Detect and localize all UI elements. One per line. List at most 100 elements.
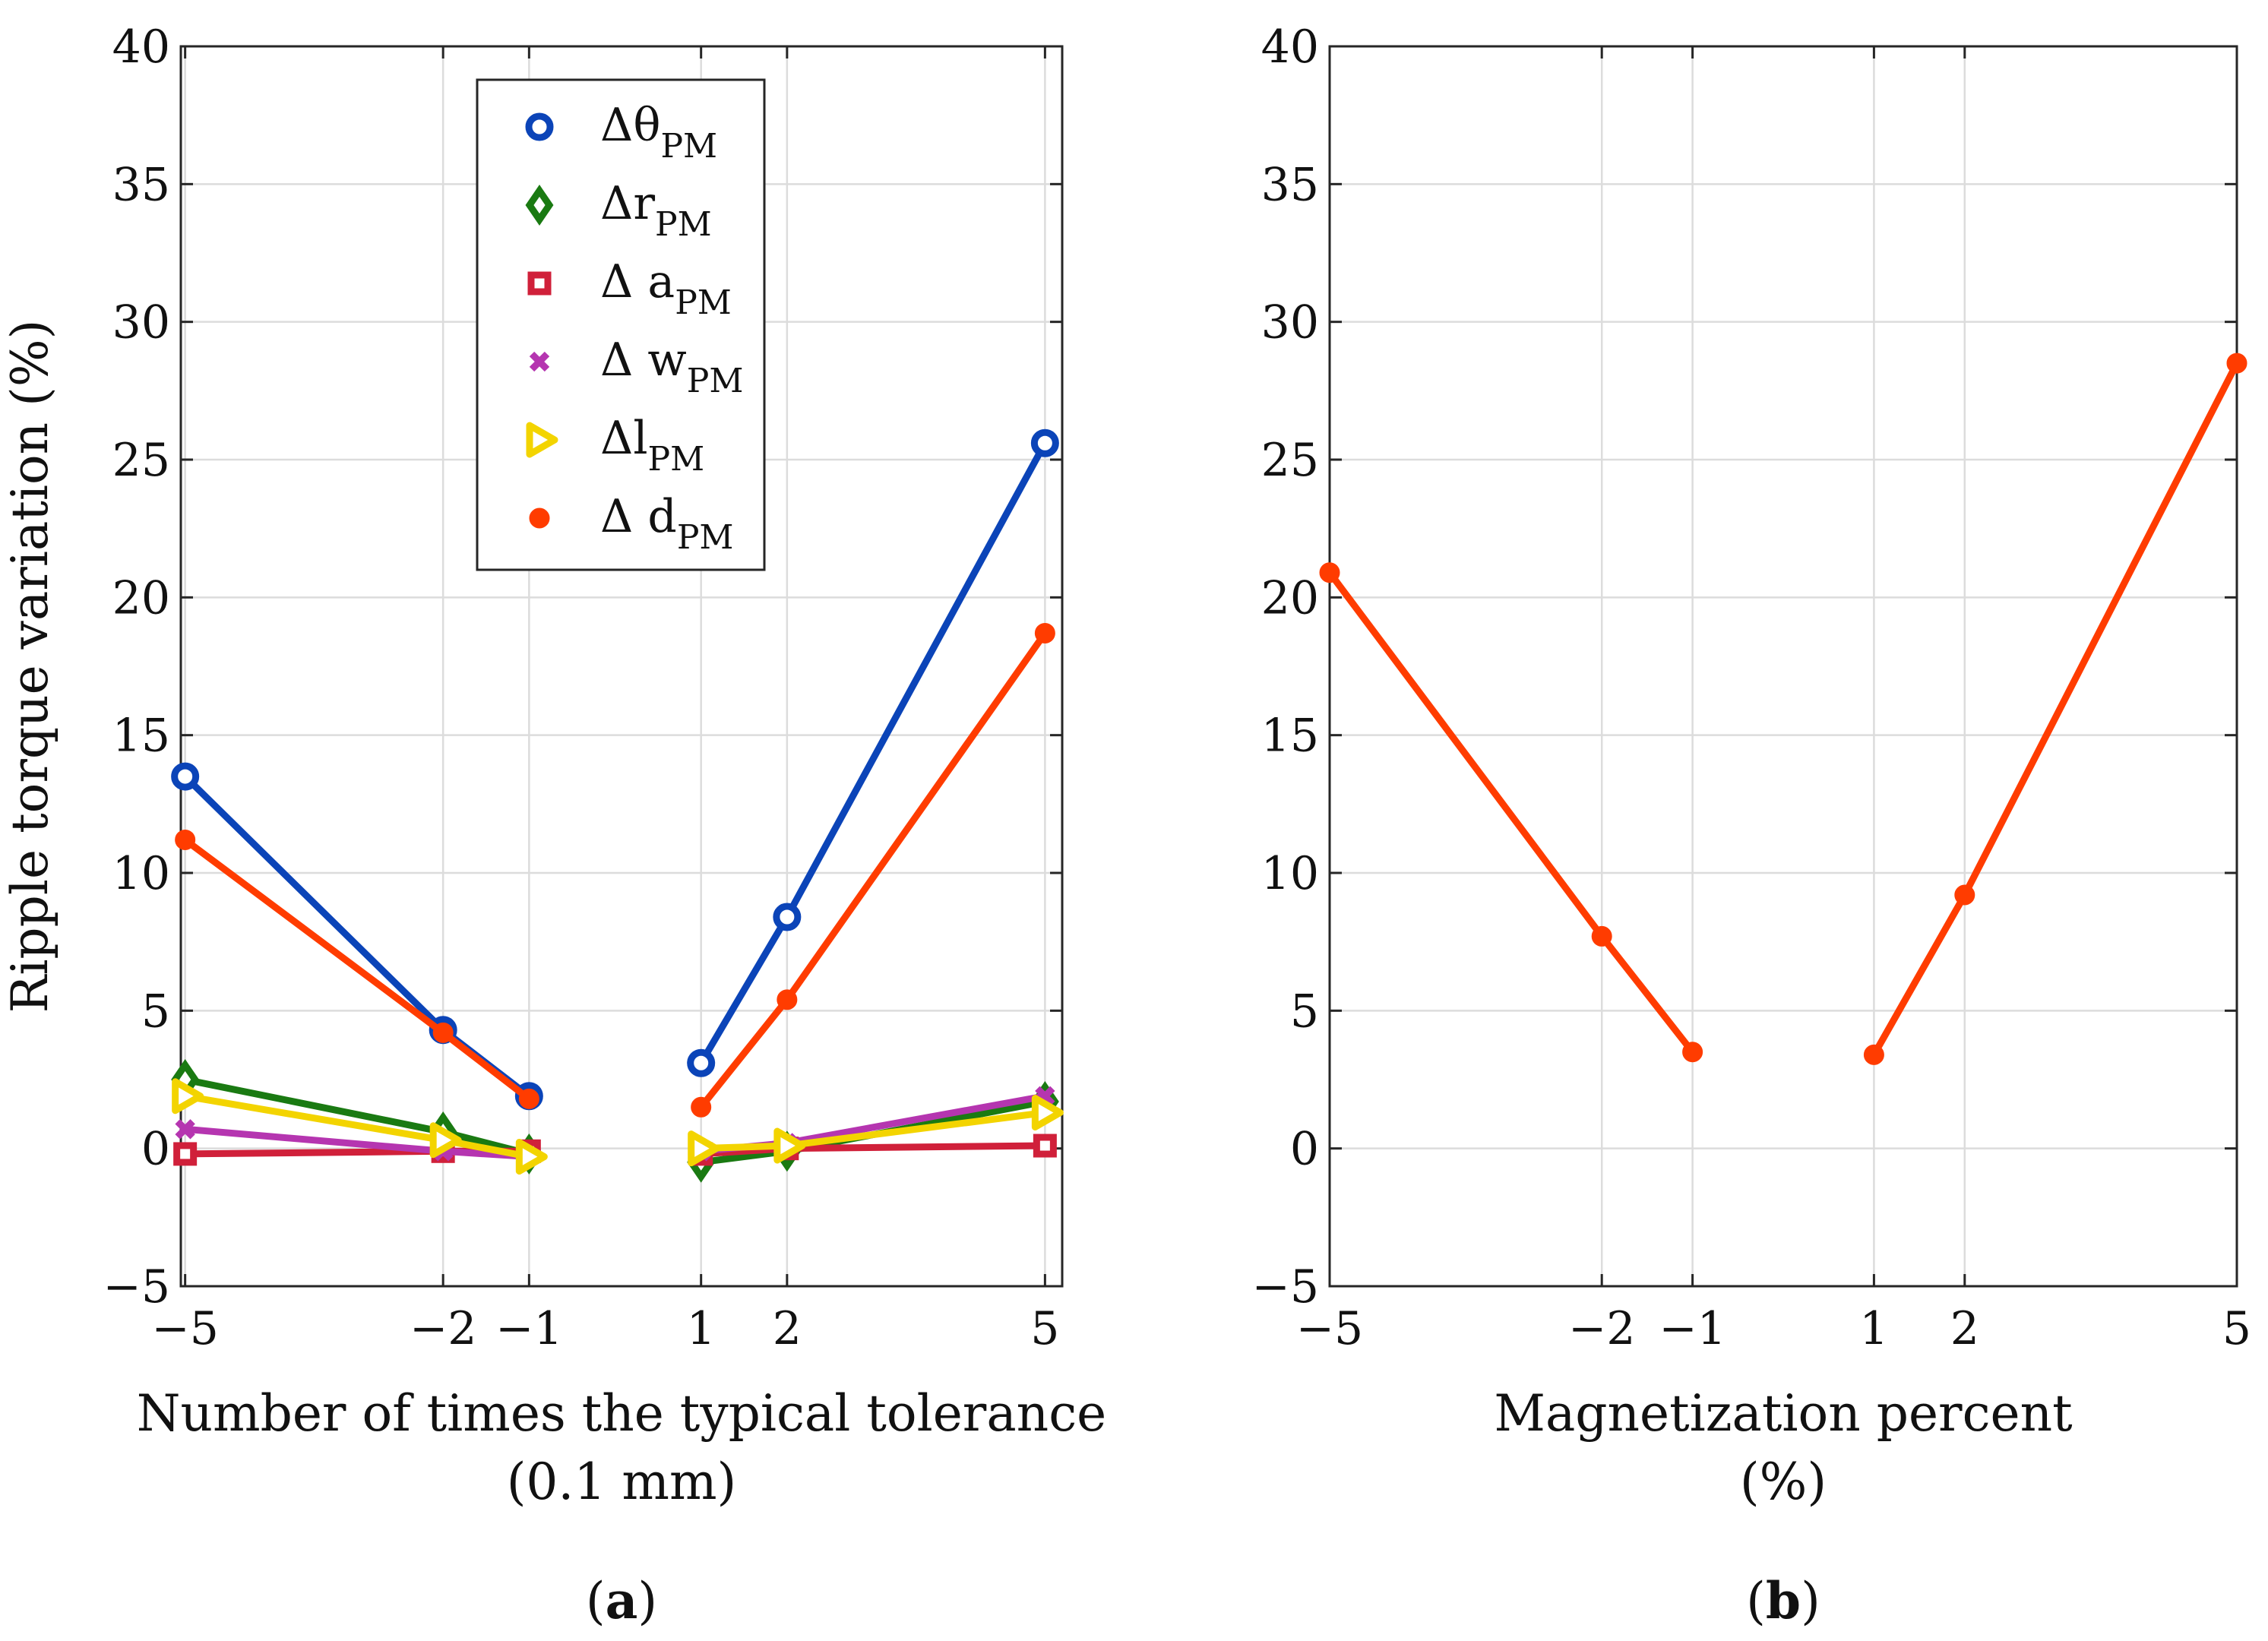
y-tick-label: 0 — [1290, 1123, 1319, 1176]
y-tick-label: 35 — [112, 158, 170, 211]
legend-label: ΔθPM — [600, 99, 717, 166]
panel-label-letter: b — [1766, 1571, 1801, 1630]
x-tick-label: 1 — [687, 1302, 716, 1355]
x-tick-label: 5 — [2222, 1302, 2251, 1355]
legend-symbol: Δ a — [600, 255, 675, 308]
series-line — [1326, 569, 1697, 1056]
data-point — [1682, 1042, 1703, 1063]
y-tick-label: 25 — [1261, 434, 1319, 487]
y-tick-label: 35 — [1261, 158, 1319, 211]
x-tick-label: 2 — [773, 1302, 802, 1355]
panel-label-letter: a — [606, 1571, 638, 1630]
x-tick-label: −1 — [495, 1302, 562, 1355]
data-point — [773, 1127, 806, 1164]
data-point — [1591, 925, 1612, 947]
legend-marker — [526, 422, 558, 458]
legend-label: Δ wPM — [600, 334, 743, 400]
data-point — [1033, 1134, 1057, 1158]
x-axis-label-units: (%) — [1740, 1453, 1827, 1511]
data-point — [175, 1119, 195, 1140]
legend-marker — [525, 185, 554, 226]
series-line — [697, 629, 1049, 1111]
data-point — [171, 762, 200, 791]
data-point — [688, 1130, 720, 1167]
legend-marker — [529, 507, 550, 529]
legend-item: ΔlPM — [526, 412, 704, 479]
tick-marks — [1328, 45, 2238, 1288]
y-tick-label: 40 — [1261, 21, 1319, 74]
x-tick-label: −1 — [1659, 1302, 1726, 1355]
legend-item: Δ dPM — [529, 490, 733, 557]
data-point — [518, 1088, 539, 1109]
legend-subscript: PM — [687, 362, 744, 400]
legend-label: ΔrPM — [600, 177, 712, 244]
legend-box — [476, 78, 766, 571]
legend-subscript: PM — [660, 127, 717, 166]
y-tick-label: 15 — [112, 710, 170, 763]
legend-label: Δ aPM — [600, 255, 732, 322]
data-point — [172, 1078, 204, 1115]
series-0 — [1319, 353, 2247, 1065]
legend-symbol: Δ w — [600, 334, 687, 387]
data-point — [429, 1122, 462, 1159]
legend-subscript: PM — [655, 205, 712, 244]
x-tick-label: 1 — [1859, 1302, 1888, 1355]
legend-item: ΔrPM — [525, 177, 712, 244]
data-point — [1034, 622, 1055, 643]
data-point — [1863, 1044, 1884, 1065]
data-point — [691, 1096, 712, 1118]
y-tick-label: 30 — [1261, 296, 1319, 349]
legend-symbol: Δl — [600, 412, 648, 465]
series-5 — [175, 622, 1055, 1118]
data-point — [687, 1048, 716, 1077]
y-tick-label: 15 — [1261, 710, 1319, 763]
y-tick-label: 10 — [112, 847, 170, 900]
plot-frame — [179, 45, 1064, 1288]
legend-symbol: Δ d — [600, 490, 677, 543]
panel-b: −5 −2 −1 1 2 5−50510152025303540Magnetization… — [1252, 21, 2252, 1630]
y-tick-label: −5 — [1252, 1260, 1319, 1314]
legend-subscript: PM — [675, 283, 732, 322]
x-tick-label: 2 — [1950, 1302, 1979, 1355]
data-point — [1030, 428, 1059, 457]
data-point — [173, 1142, 198, 1166]
y-tick-label: 25 — [112, 434, 170, 487]
legend-label: ΔlPM — [600, 412, 704, 479]
x-tick-label: 5 — [1030, 1302, 1059, 1355]
series-line — [1870, 359, 2241, 1058]
legend-item: Δ aPM — [527, 255, 732, 322]
y-tick-label: 0 — [141, 1123, 170, 1176]
y-tick-label: −5 — [103, 1260, 170, 1314]
x-tick-label: −2 — [410, 1302, 476, 1355]
data-point — [1954, 884, 1975, 906]
series-line — [182, 773, 533, 1100]
y-tick-label: 10 — [1261, 847, 1319, 900]
legend-marker — [529, 351, 550, 372]
series-4 — [172, 1078, 1064, 1175]
x-axis-label: Magnetization percent — [1494, 1384, 2072, 1443]
y-tick-label: 5 — [1290, 985, 1319, 1038]
legend-marker — [527, 271, 552, 296]
legend-subscript: PM — [677, 518, 734, 557]
legend-symbol: Δr — [600, 177, 655, 230]
legend-subscript: PM — [648, 440, 705, 479]
data-point — [1031, 1095, 1064, 1131]
data-point — [777, 989, 798, 1010]
tick-marks — [181, 45, 1062, 1288]
y-tick-label: 5 — [141, 985, 170, 1038]
legend-marker — [525, 112, 554, 141]
y-tick-label: 20 — [112, 571, 170, 624]
legend-label: Δ dPM — [600, 490, 733, 557]
plot-frame — [1328, 45, 2238, 1288]
x-tick-label: −2 — [1568, 1302, 1635, 1355]
grid — [1328, 45, 2238, 1288]
panel-label: (a) — [586, 1571, 657, 1630]
x-axis-label-units: (0.1 mm) — [507, 1453, 737, 1511]
data-point — [2226, 353, 2247, 374]
y-tick-label: 30 — [112, 296, 170, 349]
data-point — [515, 1139, 548, 1175]
data-point — [175, 829, 196, 850]
series-line — [182, 836, 533, 1102]
